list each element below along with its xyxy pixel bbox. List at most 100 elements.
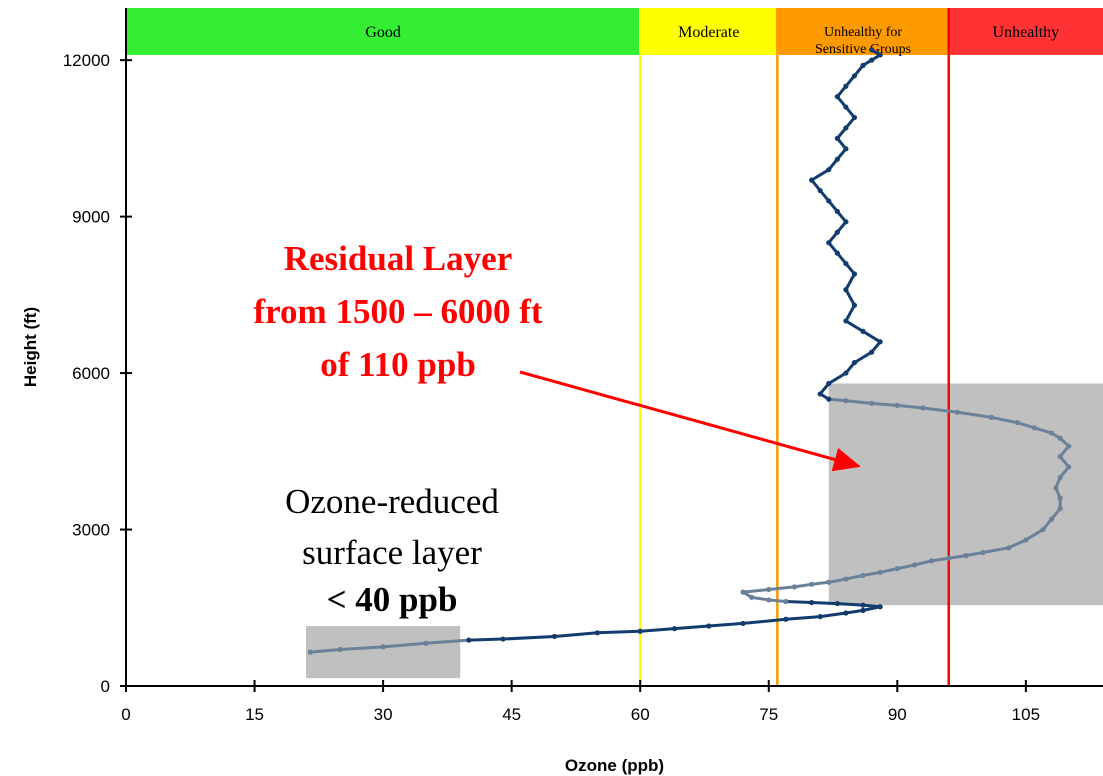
data-point (826, 167, 832, 173)
x-tick-label: 30 (374, 705, 393, 724)
data-point (843, 287, 849, 293)
x-tick-label: 45 (502, 705, 521, 724)
series-segment (947, 554, 968, 560)
series-segment (835, 602, 865, 607)
data-point (809, 581, 815, 587)
x-tick-label: 90 (888, 705, 907, 724)
data-point (860, 328, 866, 334)
data-point (1057, 435, 1063, 441)
series-segment (638, 627, 676, 633)
axes: 0 15 30 45 60 75 90 105 0 3000 6000 9000 12000 (63, 8, 1103, 724)
series-segment (672, 624, 711, 631)
data-point (843, 318, 849, 324)
x-tick-label: 105 (1012, 705, 1040, 724)
data-point (869, 57, 875, 63)
series-segment (861, 329, 882, 344)
data-point (954, 409, 960, 415)
band-1-rect (640, 8, 778, 55)
data-point (826, 380, 832, 387)
data-point (1048, 516, 1055, 522)
data-point (843, 83, 849, 89)
data-point (877, 604, 883, 610)
data-point (1057, 453, 1063, 460)
series-segment (553, 631, 599, 638)
series-segment (964, 550, 985, 558)
data-point (963, 553, 969, 559)
data-point (1014, 420, 1020, 426)
series-segment (1015, 421, 1036, 430)
data-point (869, 400, 875, 406)
data-point (826, 198, 832, 204)
series-segment (1024, 528, 1045, 542)
threshold-lines (638, 8, 950, 686)
data-point (988, 414, 995, 421)
residual-annotation-line-0: Residual Layer (284, 239, 512, 278)
series-segment (827, 577, 848, 584)
series-segment (827, 371, 848, 386)
band-3-label: Unhealthy (993, 24, 1060, 41)
series-segment (955, 410, 994, 419)
series-segment (1032, 426, 1054, 435)
series-segment (870, 401, 899, 407)
band-2-label-line-1: Sensitive Groups (815, 42, 911, 57)
data-point (740, 620, 746, 627)
data-point (809, 599, 815, 606)
data-point (500, 636, 506, 642)
data-point (834, 600, 840, 607)
aqi-bands: Good Moderate Unhealthy for Sensitive Group… (126, 8, 1103, 57)
series-segment (861, 603, 882, 609)
band-0-rect (126, 8, 641, 55)
residual-arrow (519, 370, 861, 472)
series-segment (844, 573, 865, 581)
series-segment (767, 585, 796, 592)
shaded-region-0 (305, 626, 461, 679)
data-point (307, 649, 313, 655)
data-point (869, 47, 875, 53)
data-point (834, 229, 840, 235)
data-point (749, 594, 755, 600)
data-point (843, 576, 849, 582)
series-segment (990, 415, 1019, 425)
series-segment (784, 600, 814, 605)
data-point (894, 566, 900, 572)
data-point (843, 260, 849, 267)
y-tick-label: 3000 (72, 521, 110, 540)
data-point (877, 339, 883, 345)
data-point (423, 640, 429, 646)
ozone-series (307, 47, 1072, 655)
x-tick-label: 60 (631, 705, 650, 724)
data-point (911, 562, 918, 568)
surface-annotation-value: < 40 ppb (327, 580, 458, 619)
series-segment (844, 303, 856, 323)
data-point (1040, 526, 1046, 533)
data-point (843, 125, 849, 131)
band-3-rect (948, 8, 1103, 55)
data-point (980, 549, 986, 556)
data-point (877, 569, 883, 575)
data-point (826, 240, 832, 246)
data-point (851, 73, 858, 79)
data-point (860, 62, 866, 68)
data-point (740, 589, 746, 595)
series-segment (981, 546, 1011, 554)
y-tick-label: 0 (101, 677, 110, 696)
band-0-label: Good (365, 24, 401, 41)
band-1-label: Moderate (678, 24, 739, 41)
shaded-regions (305, 383, 1103, 679)
data-point (791, 584, 798, 590)
data-point (783, 616, 789, 622)
y-tick-label: 9000 (72, 208, 110, 227)
data-point (1006, 545, 1012, 551)
series-segment (810, 601, 839, 606)
series-segment (895, 403, 925, 410)
series-segment (467, 637, 505, 642)
series-segment (912, 559, 934, 567)
series-segment (792, 582, 814, 589)
data-point (834, 250, 840, 256)
data-point (637, 628, 643, 634)
data-point (1057, 495, 1063, 501)
series-segment (424, 638, 471, 645)
series-segment (810, 580, 831, 586)
series-segment (844, 272, 856, 292)
series-segment (921, 406, 959, 414)
